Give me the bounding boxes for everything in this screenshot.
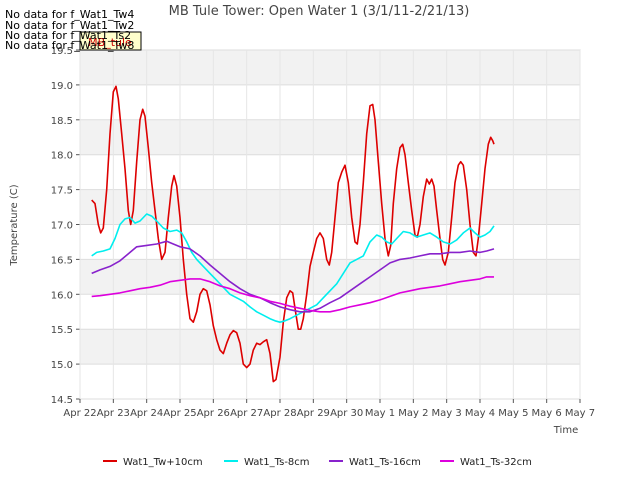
x-tick-label: Apr 24 — [130, 408, 163, 419]
x-tick-label: May 3 — [432, 408, 462, 419]
background-band — [80, 329, 580, 365]
y-axis-label: Temperature (C) — [9, 184, 20, 266]
legend: Wat1_Tw+10cm Wat1_Ts-8cm Wat1_Ts-16cm Wat1_… — [103, 457, 532, 468]
x-tick-label: Apr 28 — [263, 408, 296, 419]
tooltip: MB_tule — [79, 31, 142, 51]
x-axis: Apr 22 Apr 23 Apr 24 Apr 25 Apr 26 Apr 27 Apr … — [63, 50, 595, 419]
series-line-wat1-tw-10cm — [91, 85, 495, 383]
series-line-wat1-ts-32cm — [91, 276, 494, 313]
y-tick-label: 18.5 — [51, 116, 73, 127]
x-tick-label: Apr 25 — [163, 408, 196, 419]
x-tick-label: May 5 — [498, 408, 528, 419]
chart-title: MB Tule Tower: Open Water 1 (3/1/11-2/21… — [169, 4, 470, 19]
tooltip-box — [79, 31, 142, 51]
y-tick-label: 17.0 — [51, 221, 73, 232]
background-band — [80, 84, 580, 120]
background-band — [80, 189, 580, 225]
series-line-wat1-ts-8cm — [91, 213, 495, 323]
x-tick-label: Apr 30 — [330, 408, 363, 419]
x-tick-label: May 4 — [465, 408, 495, 419]
no-data-message: No data for f_Wat1_Tw2 — [5, 19, 135, 32]
legend-label: Wat1_Ts-8cm — [244, 457, 310, 468]
y-tick-label: 16.0 — [51, 290, 73, 301]
legend-label: Wat1_Ts-16cm — [349, 457, 421, 468]
no-data-message: No data for f_Wat1_Tw4 — [5, 8, 135, 21]
tooltip-label: MB_tule — [88, 36, 132, 49]
y-tick-label: 15.0 — [51, 360, 73, 371]
legend-label: Wat1_Tw+10cm — [123, 457, 203, 468]
x-tick-label: Apr 26 — [197, 408, 230, 419]
x-tick-label: Apr 22 — [63, 408, 96, 419]
x-tick-label: Apr 29 — [297, 408, 330, 419]
x-tick-label: Apr 23 — [97, 408, 130, 419]
x-tick-label: May 6 — [532, 408, 562, 419]
y-tick-label: 19.5 — [51, 46, 73, 57]
background-band — [80, 224, 580, 260]
background-band — [80, 50, 580, 85]
y-tick-label: 18.0 — [51, 151, 73, 162]
x-tick-label: May 1 — [365, 408, 395, 419]
background-band — [80, 364, 580, 399]
no-data-message: No data for f_Wat1_Tw8 — [5, 39, 135, 52]
series-lines — [91, 85, 495, 383]
background-band — [80, 119, 580, 155]
y-tick-label: 19.0 — [51, 81, 73, 92]
series-line-wat1-ts-16cm — [91, 240, 495, 313]
x-tick-label: May 2 — [398, 408, 428, 419]
background-band — [80, 154, 580, 190]
y-tick-label: 15.5 — [51, 325, 73, 336]
y-tick-label: 16.5 — [51, 255, 73, 266]
legend-label: Wat1_Ts-32cm — [460, 457, 532, 468]
y-tick-label: 14.5 — [51, 395, 73, 406]
y-tick-label: 17.5 — [51, 186, 73, 197]
x-tick-label: Apr 27 — [230, 408, 263, 419]
no-data-message: No data for f_Wat1_Ts2 — [5, 29, 132, 42]
x-tick-label: May 7 — [565, 408, 595, 419]
x-axis-label: Time — [553, 425, 578, 436]
